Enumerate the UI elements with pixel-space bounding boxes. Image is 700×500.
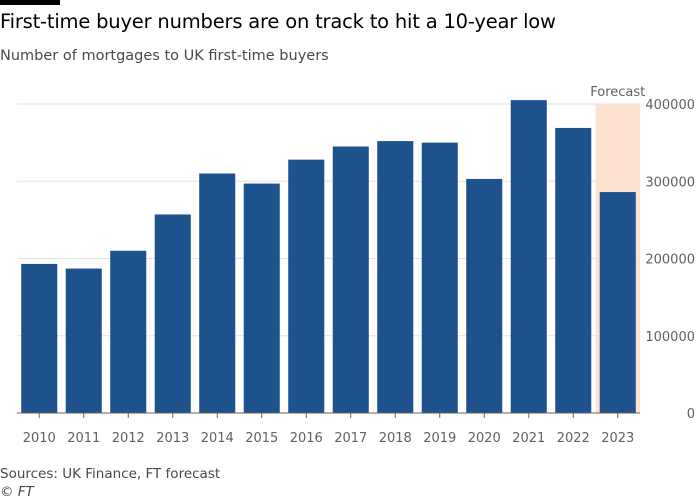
x-tick-label: 2016 (290, 431, 323, 446)
forecast-label: Forecast (590, 85, 645, 100)
credit-note: © FT (0, 484, 34, 500)
x-tick-label: 2012 (112, 431, 145, 446)
bar-2013 (154, 214, 191, 413)
x-tick-label: 2019 (423, 431, 456, 446)
bar-2011 (65, 268, 102, 413)
chart-title: First-time buyer numbers are on track to… (0, 10, 556, 33)
y-tick-label: 400000 (645, 98, 695, 113)
bar-2018 (377, 141, 414, 413)
x-tick-label: 2021 (512, 431, 545, 446)
x-tick-label: 2015 (245, 431, 278, 446)
x-tick-label: 2011 (67, 431, 100, 446)
bar-2015 (243, 183, 280, 413)
x-tick-label: 2010 (23, 431, 56, 446)
y-tick-label: 200000 (645, 253, 695, 268)
x-tick-label: 2013 (156, 431, 189, 446)
x-tick-label: 2020 (468, 431, 501, 446)
y-tick-label: 100000 (645, 330, 695, 345)
x-tick-label: 2014 (201, 431, 234, 446)
chart-subtitle: Number of mortgages to UK first-time buy… (0, 48, 329, 64)
bar-2020 (466, 178, 503, 413)
bar-2010 (21, 263, 58, 413)
bar-chart: Forecast 0 100000 200000 300000 400000 2010 201… (17, 85, 695, 446)
bar-2016 (288, 159, 325, 413)
bar-2022 (555, 127, 592, 413)
x-tick-label: 2017 (334, 431, 367, 446)
chart-area: Forecast 0 100000 200000 300000 400000 2010 201… (0, 78, 700, 450)
bar-2021 (510, 100, 547, 413)
x-tick-label: 2018 (379, 431, 412, 446)
y-tick-label: 0 (687, 407, 695, 422)
x-tick-label: 2023 (601, 431, 634, 446)
x-tick-label: 2022 (557, 431, 590, 446)
bar-2012 (110, 250, 147, 413)
bar-2014 (199, 173, 236, 413)
bar-2019 (421, 142, 458, 413)
bar-2017 (332, 146, 369, 414)
source-note: Sources: UK Finance, FT forecast (0, 466, 221, 482)
bar-2023 (599, 192, 636, 413)
y-tick-label: 300000 (645, 175, 695, 190)
top-rule (0, 0, 60, 5)
